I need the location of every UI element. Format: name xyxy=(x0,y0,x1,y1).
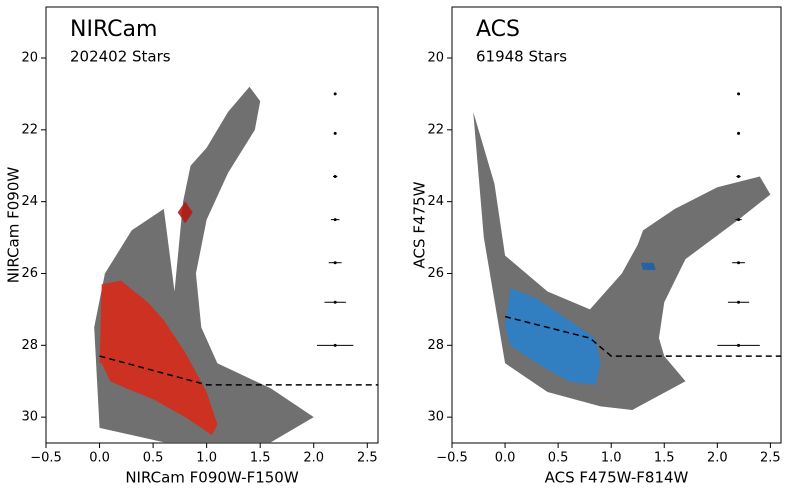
y-axis-label: ACS F475W xyxy=(411,181,429,268)
error-point xyxy=(737,92,741,96)
y-tick-label: 20 xyxy=(21,50,38,65)
x-tick-label: 1.0 xyxy=(601,451,622,466)
y-tick-label: 26 xyxy=(21,266,38,281)
error-point xyxy=(737,343,741,347)
x-axis-label: NIRCam F090W-F150W xyxy=(125,469,299,487)
plot-frame xyxy=(45,6,379,444)
x-tick-label: 0.0 xyxy=(495,451,516,466)
panel-title: ACS xyxy=(476,17,520,42)
error-point xyxy=(737,218,741,222)
x-tick-label: 1.0 xyxy=(196,451,217,466)
error-point xyxy=(333,261,337,265)
y-tick-label: 20 xyxy=(427,50,444,65)
y-tick-label: 28 xyxy=(21,338,38,353)
y-tick-label: 30 xyxy=(427,410,444,425)
error-point xyxy=(737,261,741,265)
x-tick-label: 2.0 xyxy=(303,451,324,466)
x-tick-label: 2.5 xyxy=(357,451,378,466)
y-tick-label: 22 xyxy=(21,122,38,137)
star-count: 61948 Stars xyxy=(476,48,567,66)
star-count: 202402 Stars xyxy=(70,48,171,66)
error-point xyxy=(333,343,337,347)
error-point xyxy=(333,175,337,179)
y-tick-label: 28 xyxy=(427,338,444,353)
x-tick-label: −0.5 xyxy=(436,451,468,466)
error-point xyxy=(333,131,337,135)
y-axis-label: NIRCam F090W xyxy=(5,167,23,284)
error-point xyxy=(333,92,337,96)
panel-title: NIRCam xyxy=(70,17,157,42)
error-point xyxy=(737,131,741,135)
x-tick-label: 2.0 xyxy=(707,451,728,466)
x-axis-label: ACS F475W-F814W xyxy=(545,469,689,487)
error-point xyxy=(333,300,337,304)
x-tick-label: 1.5 xyxy=(654,451,675,466)
y-tick-label: 24 xyxy=(427,194,444,209)
limit-line xyxy=(504,315,781,357)
x-tick-label: 1.5 xyxy=(250,451,271,466)
x-tick-label: 0.5 xyxy=(548,451,569,466)
y-tick-label: 30 xyxy=(21,410,38,425)
x-tick-label: 2.5 xyxy=(760,451,781,466)
x-tick-label: 0.0 xyxy=(89,451,110,466)
x-tick-label: −0.5 xyxy=(30,451,62,466)
error-point xyxy=(333,218,337,222)
density-region xyxy=(177,201,193,224)
y-tick-label: 22 xyxy=(427,122,444,137)
density-region xyxy=(473,111,771,410)
density-region xyxy=(505,287,601,385)
density-region xyxy=(99,280,218,436)
x-tick-label: 0.5 xyxy=(143,451,164,466)
density-region xyxy=(640,262,656,270)
limit-line xyxy=(99,355,378,386)
y-tick-label: 24 xyxy=(21,194,38,209)
plot-frame xyxy=(451,6,782,444)
error-point xyxy=(737,300,741,304)
error-point xyxy=(737,175,741,179)
y-tick-label: 26 xyxy=(427,266,444,281)
